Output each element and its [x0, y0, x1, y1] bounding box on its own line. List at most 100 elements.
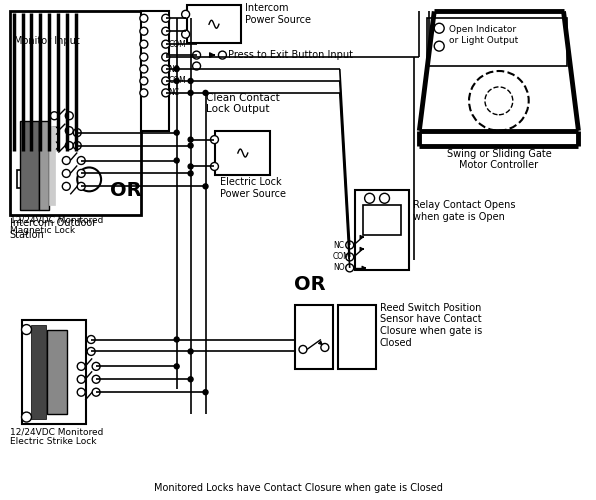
Circle shape [92, 388, 100, 396]
Circle shape [63, 182, 70, 190]
Circle shape [188, 377, 193, 382]
Circle shape [174, 364, 179, 369]
Circle shape [21, 324, 32, 334]
Text: 12/24VDC Monitored
Electric Strike Lock: 12/24VDC Monitored Electric Strike Lock [10, 427, 103, 446]
Circle shape [203, 390, 208, 394]
Circle shape [434, 41, 444, 51]
Circle shape [365, 194, 374, 203]
Circle shape [162, 77, 170, 85]
Circle shape [63, 156, 70, 164]
Text: Relay Contact Opens
when gate is Open: Relay Contact Opens when gate is Open [414, 200, 516, 222]
Circle shape [174, 78, 179, 84]
Circle shape [203, 90, 208, 96]
Text: Reed Switch Position
Sensor have Contact
Closure when gate is
Closed: Reed Switch Position Sensor have Contact… [380, 302, 482, 348]
Circle shape [73, 142, 81, 150]
Circle shape [188, 78, 193, 84]
Circle shape [299, 346, 307, 354]
Circle shape [77, 170, 85, 177]
Circle shape [21, 412, 32, 422]
Circle shape [66, 126, 73, 134]
Circle shape [140, 77, 148, 85]
Bar [20, 120, 39, 210]
Circle shape [219, 51, 226, 59]
Circle shape [380, 194, 390, 203]
Circle shape [162, 40, 170, 48]
Circle shape [87, 348, 95, 356]
Circle shape [51, 142, 58, 150]
Circle shape [193, 62, 200, 70]
Bar [49, 126, 55, 205]
Circle shape [162, 27, 170, 35]
Circle shape [77, 168, 101, 192]
Circle shape [203, 184, 208, 189]
Circle shape [321, 344, 329, 351]
Circle shape [174, 337, 179, 342]
Circle shape [77, 156, 85, 164]
Circle shape [182, 30, 190, 38]
Circle shape [51, 112, 58, 120]
Circle shape [51, 126, 58, 134]
Circle shape [174, 130, 179, 135]
Circle shape [188, 164, 193, 169]
Circle shape [346, 241, 353, 249]
Circle shape [193, 51, 200, 59]
Circle shape [63, 170, 70, 177]
Bar [48, 330, 67, 414]
Text: Intercom
Power Source: Intercom Power Source [246, 4, 311, 25]
Circle shape [92, 362, 100, 370]
Text: Press to Exit Button Input: Press to Exit Button Input [228, 50, 353, 60]
Circle shape [434, 24, 444, 33]
Bar [362, 205, 402, 235]
Bar [338, 304, 375, 370]
Text: Monitored Locks have Contact Closure when gate is Closed: Monitored Locks have Contact Closure whe… [154, 482, 442, 492]
Circle shape [188, 137, 193, 142]
Bar [17, 170, 54, 188]
Circle shape [210, 162, 219, 170]
Bar [295, 304, 333, 370]
Circle shape [210, 136, 219, 143]
Text: OR: OR [294, 276, 326, 294]
Circle shape [140, 65, 148, 73]
Text: Clean Contact
Lock Output: Clean Contact Lock Output [206, 93, 280, 114]
Text: COM: COM [169, 40, 187, 48]
Circle shape [77, 362, 85, 370]
Circle shape [66, 142, 73, 150]
Bar [427, 18, 567, 66]
Circle shape [140, 27, 148, 35]
Circle shape [162, 14, 170, 22]
Circle shape [77, 388, 85, 396]
Circle shape [174, 66, 179, 71]
Text: Intercom Outdoor
Station: Intercom Outdoor Station [10, 218, 96, 240]
Circle shape [188, 90, 193, 96]
Circle shape [140, 89, 148, 97]
Text: NC: NC [333, 240, 344, 250]
Text: 12/24VDC Monitored
Magnetic Lock: 12/24VDC Monitored Magnetic Lock [10, 215, 103, 234]
Circle shape [188, 143, 193, 148]
Bar [39, 120, 49, 210]
Text: COM: COM [169, 76, 187, 86]
Circle shape [140, 14, 148, 22]
Circle shape [77, 182, 85, 190]
Text: NO: NO [333, 264, 344, 272]
Circle shape [188, 171, 193, 176]
Text: Open Indicator
or Light Output: Open Indicator or Light Output [449, 26, 519, 44]
Circle shape [162, 89, 170, 97]
Text: Electric Lock
Power Source: Electric Lock Power Source [221, 178, 287, 199]
Text: NC: NC [169, 88, 180, 98]
Bar [32, 324, 46, 419]
Circle shape [77, 376, 85, 384]
Circle shape [182, 10, 190, 18]
Bar [216, 130, 270, 176]
Text: OR: OR [110, 181, 142, 200]
Text: Swing or Sliding Gate
Motor Controller: Swing or Sliding Gate Motor Controller [446, 148, 551, 170]
Bar [187, 6, 241, 43]
Text: COM: COM [333, 252, 350, 262]
Circle shape [92, 376, 100, 384]
Bar [10, 12, 141, 215]
Circle shape [66, 112, 73, 120]
Text: NO: NO [169, 64, 181, 74]
Circle shape [87, 336, 95, 344]
Circle shape [188, 349, 193, 354]
Bar [21, 320, 86, 424]
Circle shape [346, 253, 353, 261]
